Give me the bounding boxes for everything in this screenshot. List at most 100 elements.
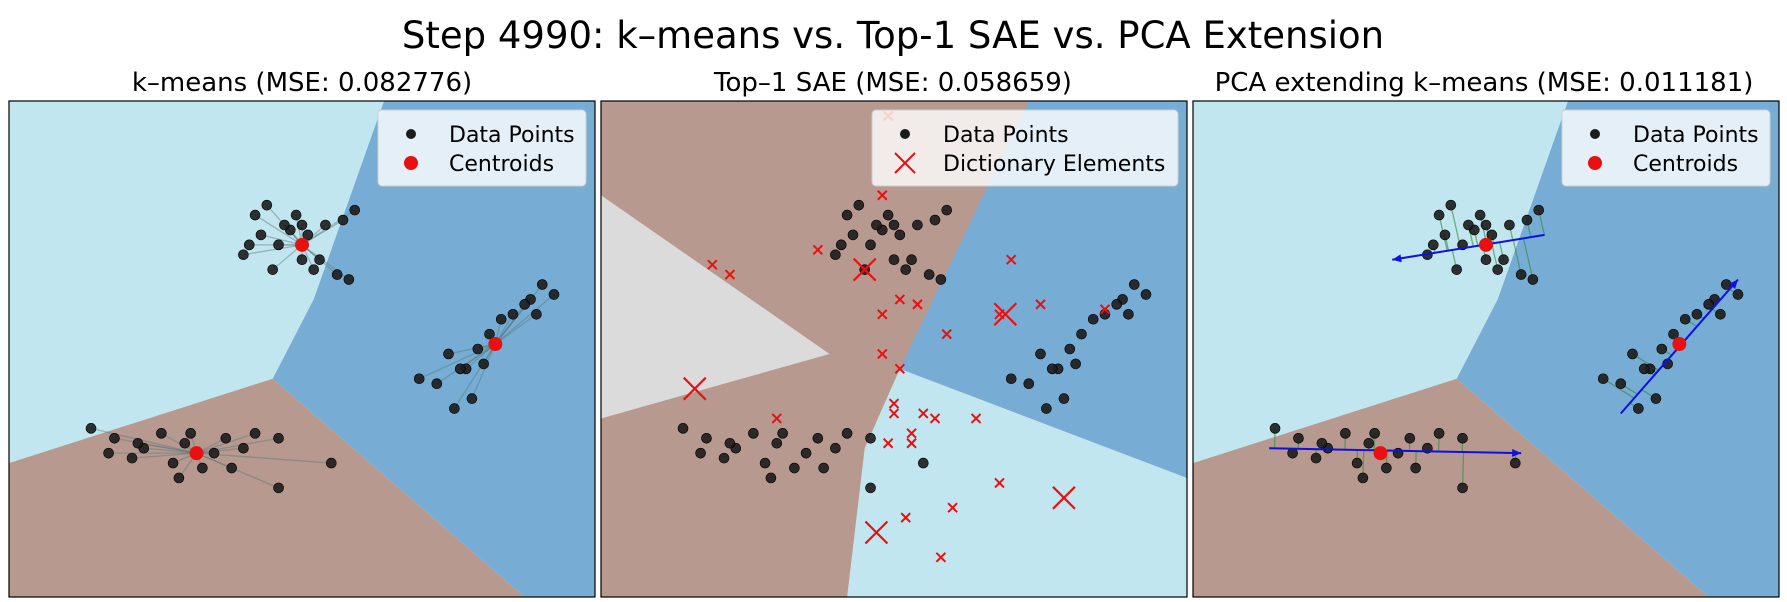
data-point bbox=[1515, 269, 1527, 280]
data-point bbox=[1650, 393, 1662, 404]
data-point bbox=[320, 219, 331, 231]
data-point bbox=[841, 209, 853, 221]
data-point bbox=[273, 432, 284, 444]
data-point bbox=[1410, 462, 1421, 474]
data-point bbox=[906, 254, 917, 266]
dictionary-element-small bbox=[912, 299, 923, 310]
dictionary-element-large bbox=[864, 520, 889, 545]
data-point bbox=[1316, 437, 1328, 449]
decision-region bbox=[1193, 378, 1709, 597]
data-point bbox=[238, 249, 249, 261]
legend: Data Points Dictionary Elements bbox=[871, 109, 1179, 187]
data-point bbox=[759, 457, 771, 469]
data-point bbox=[1521, 214, 1533, 226]
legend-label: Dictionary Elements bbox=[943, 152, 1165, 177]
dictionary-element-small bbox=[888, 408, 900, 419]
legend-label: Data Points bbox=[1633, 123, 1759, 148]
legend-marker-centroid bbox=[1588, 156, 1602, 170]
dictionary-element-small bbox=[771, 413, 783, 424]
legend-box bbox=[377, 109, 587, 187]
residual-line bbox=[254, 214, 303, 246]
decision-region bbox=[601, 195, 830, 419]
data-point bbox=[536, 279, 548, 290]
data-point bbox=[882, 209, 894, 221]
data-point bbox=[1087, 313, 1099, 325]
dictionary-element-small bbox=[941, 328, 952, 340]
legend-marker-data-point bbox=[1590, 129, 1600, 139]
data-point bbox=[325, 457, 337, 469]
decision-region bbox=[9, 378, 525, 597]
data-point bbox=[1533, 204, 1545, 216]
residual-line bbox=[243, 244, 303, 256]
data-point bbox=[1668, 328, 1679, 340]
data-point bbox=[1392, 447, 1404, 459]
data-point bbox=[431, 378, 443, 390]
data-point bbox=[1005, 373, 1017, 385]
data-point bbox=[830, 442, 841, 454]
data-point bbox=[1381, 462, 1392, 474]
data-point bbox=[1064, 343, 1076, 355]
dictionary-element-small bbox=[877, 348, 888, 360]
residual-line bbox=[301, 219, 344, 246]
data-point bbox=[296, 219, 308, 231]
plot-marks bbox=[1269, 199, 1744, 494]
data-point bbox=[478, 358, 489, 370]
axes-frame bbox=[8, 100, 596, 598]
data-point bbox=[226, 462, 237, 474]
dictionary-element-small bbox=[877, 190, 888, 201]
data-point bbox=[888, 254, 900, 266]
data-point bbox=[531, 308, 542, 320]
data-point bbox=[449, 403, 460, 414]
data-point bbox=[238, 442, 249, 454]
data-point bbox=[548, 289, 560, 300]
panel-title: PCA extending k–means (MSE: 0.011181) bbox=[1215, 68, 1754, 98]
data-point bbox=[871, 219, 882, 231]
data-point bbox=[1123, 308, 1134, 320]
dictionary-element-small bbox=[882, 438, 894, 449]
dictionary-element-large bbox=[682, 376, 707, 401]
data-point bbox=[1486, 229, 1498, 241]
data-point bbox=[185, 428, 196, 439]
panel-pca-extension: PCA extending k–means (MSE: 0.011181) Da… bbox=[1192, 68, 1780, 598]
data-point bbox=[343, 274, 355, 285]
data-point bbox=[349, 204, 361, 216]
data-point bbox=[1627, 348, 1638, 360]
data-point bbox=[1363, 437, 1375, 449]
data-point bbox=[109, 432, 120, 444]
data-point bbox=[156, 428, 167, 439]
data-point bbox=[1128, 279, 1140, 290]
data-point bbox=[1035, 348, 1046, 360]
data-point bbox=[841, 428, 853, 439]
centroid bbox=[1672, 337, 1687, 352]
pca-arrow-head bbox=[1392, 254, 1402, 263]
data-point bbox=[1357, 472, 1369, 484]
data-point bbox=[1433, 428, 1445, 439]
data-point bbox=[1480, 254, 1492, 266]
data-point bbox=[220, 432, 232, 444]
data-point bbox=[724, 437, 736, 449]
data-point bbox=[1369, 428, 1380, 439]
data-point bbox=[337, 214, 349, 226]
data-point bbox=[847, 229, 859, 241]
plot-marks bbox=[677, 110, 1152, 563]
data-point bbox=[1656, 343, 1668, 355]
residual-line bbox=[494, 313, 537, 345]
data-point bbox=[1457, 482, 1468, 494]
dictionary-element-small bbox=[994, 477, 1005, 489]
data-point bbox=[1527, 274, 1539, 285]
dictionary-element-small bbox=[1099, 304, 1111, 315]
data-point bbox=[197, 462, 208, 474]
pca-arrow-head bbox=[1729, 279, 1738, 289]
data-point bbox=[208, 447, 220, 459]
data-point bbox=[917, 457, 929, 469]
data-point bbox=[1691, 308, 1703, 320]
data-point bbox=[888, 219, 900, 231]
panel-title: Top–1 SAE (MSE: 0.058659) bbox=[713, 68, 1072, 98]
legend: Data Points Centroids bbox=[1561, 109, 1771, 187]
residual-line bbox=[132, 452, 197, 459]
dictionary-element-small bbox=[918, 408, 929, 419]
data-point bbox=[701, 432, 712, 444]
centroid bbox=[1373, 446, 1388, 461]
data-point bbox=[923, 269, 935, 280]
data-point bbox=[835, 239, 847, 251]
